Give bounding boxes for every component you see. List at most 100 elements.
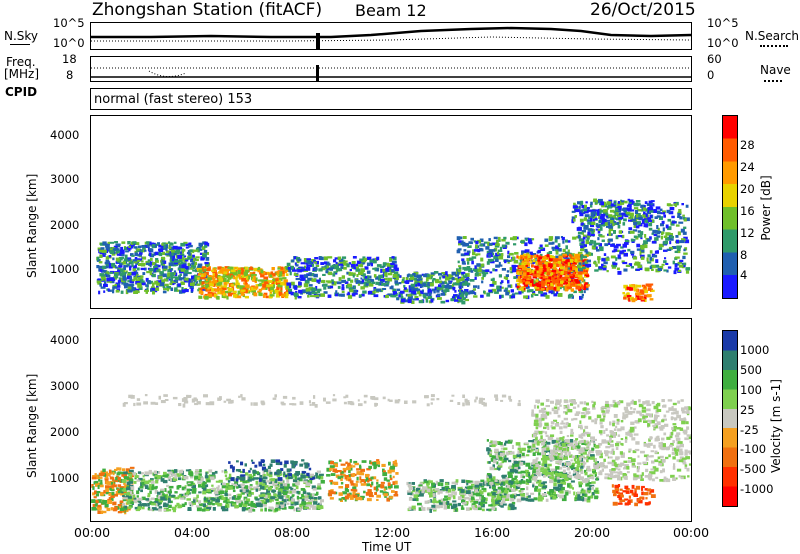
scatter-cell (521, 251, 525, 255)
scatter-cell (317, 281, 321, 284)
scatter-cell (597, 237, 600, 241)
scatter-cell (308, 475, 311, 479)
scatter-cell (346, 263, 350, 268)
scatter-cell (187, 507, 192, 510)
scatter-cell (460, 253, 466, 257)
scatter-cell (216, 486, 220, 490)
scatter-cell (587, 263, 592, 267)
scatter-cell (101, 249, 107, 253)
scatter-cell (330, 473, 336, 476)
scatter-cell (290, 500, 294, 504)
scatter-cell (548, 275, 552, 278)
scatter-cell (166, 275, 170, 280)
scatter-cell (227, 276, 232, 280)
scatter-cell (558, 276, 561, 280)
scatter-cell (300, 475, 306, 479)
scatter-cell (390, 465, 395, 470)
scatter-cell (289, 491, 292, 494)
scatter-cell (420, 291, 423, 294)
scatter-cell (527, 239, 532, 244)
scatter-cell (297, 477, 301, 481)
scatter-cell (555, 255, 561, 260)
scatter-cell (603, 212, 609, 216)
scatter-cell (231, 483, 234, 486)
scatter-cell (317, 288, 322, 292)
scatter-cell (234, 481, 239, 484)
scatter-cell (594, 269, 599, 272)
scatter-cell (639, 244, 644, 249)
scatter-cell (218, 491, 223, 495)
scatter-cell (425, 299, 429, 303)
scatter-cell (171, 506, 177, 511)
scatter-cell (247, 475, 250, 480)
scatter-cell (294, 476, 297, 480)
scatter-cell (601, 258, 606, 262)
scatter-cell (657, 267, 662, 271)
scatter-cell (622, 249, 626, 252)
scatter-cell (206, 479, 211, 483)
scatter-cell (577, 283, 582, 287)
scatter-cell (225, 505, 227, 508)
scatter-cell (672, 260, 675, 265)
scatter-cell (541, 258, 545, 263)
scatter-cell (543, 255, 548, 260)
scatter-cell (464, 280, 468, 284)
scatter-cell (353, 465, 356, 468)
scatter-cell (130, 253, 134, 257)
scatter-cell (115, 248, 120, 251)
scatter-cell (572, 261, 577, 264)
scatter-cell (634, 261, 639, 265)
scatter-cell (531, 264, 534, 268)
scatter-cell (313, 498, 318, 501)
scatter-cell (130, 261, 134, 264)
scatter-cell (660, 235, 663, 240)
scatter-cell (582, 266, 586, 269)
scatter-cell (457, 271, 460, 274)
scatter-cell (425, 297, 428, 300)
scatter-cell (223, 271, 228, 275)
scatter-cell (227, 480, 231, 483)
scatter-cell (386, 497, 390, 502)
scatter-cell (222, 291, 225, 293)
scatter-cell (98, 478, 101, 482)
scatter-cell (284, 483, 288, 487)
scatter-cell (654, 237, 659, 241)
scatter-cell (464, 486, 468, 490)
scatter-cell (636, 297, 641, 300)
scatter-cell (329, 467, 332, 471)
scatter-cell (232, 290, 237, 293)
scatter-cell (541, 274, 545, 278)
scatter-cell (306, 502, 309, 505)
scatter-cell (168, 485, 174, 489)
scatter-cell (129, 245, 133, 249)
scatter-cell (245, 472, 249, 476)
scatter-cell (113, 245, 118, 249)
scatter-cell (682, 214, 685, 217)
scatter-cell (116, 288, 120, 292)
scatter-cell (586, 219, 592, 222)
scatter-cell (266, 480, 271, 483)
scatter-cell (144, 480, 150, 485)
scatter-cell (201, 284, 205, 289)
scatter-cell (172, 245, 178, 250)
scatter-cell (101, 276, 106, 280)
scatter-cell (493, 236, 498, 240)
scatter-cell (521, 291, 524, 294)
scatter-cell (284, 295, 289, 299)
scatter-cell (513, 506, 517, 510)
scatter-cell (380, 268, 383, 273)
scatter-cell (501, 253, 504, 257)
scatter-cell (127, 289, 131, 293)
scatter-cell (135, 271, 139, 275)
scatter-cell (473, 285, 477, 288)
scatter-cell (291, 464, 296, 469)
scatter-cell (575, 285, 580, 290)
scatter-cell (617, 205, 622, 209)
scatter-cell (206, 507, 212, 510)
scatter-cell (552, 261, 556, 265)
scatter-cell (338, 492, 343, 496)
scatter-cell (593, 198, 597, 202)
scatter-cell (263, 469, 269, 472)
scatter-cell (392, 291, 396, 295)
scatter-cell (294, 262, 297, 266)
